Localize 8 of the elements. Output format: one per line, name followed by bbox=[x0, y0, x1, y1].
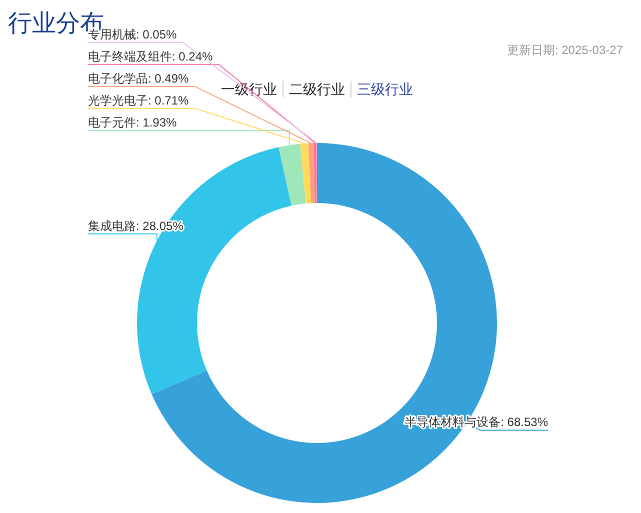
text: 更新日期: 2025-03-27 bbox=[506, 43, 624, 57]
slice-label: 电子终端及组件: 0.24% bbox=[88, 49, 214, 64]
text: 一级行业 bbox=[221, 81, 277, 97]
text: 三级行业 bbox=[357, 81, 413, 97]
slice-label: 电子元件: 1.93% bbox=[88, 115, 178, 130]
text: 二级行业 bbox=[289, 81, 345, 97]
slice-label: 光学光电子: 0.71% bbox=[88, 93, 190, 108]
slice-label: 电子化学品: 0.49% bbox=[88, 71, 190, 86]
